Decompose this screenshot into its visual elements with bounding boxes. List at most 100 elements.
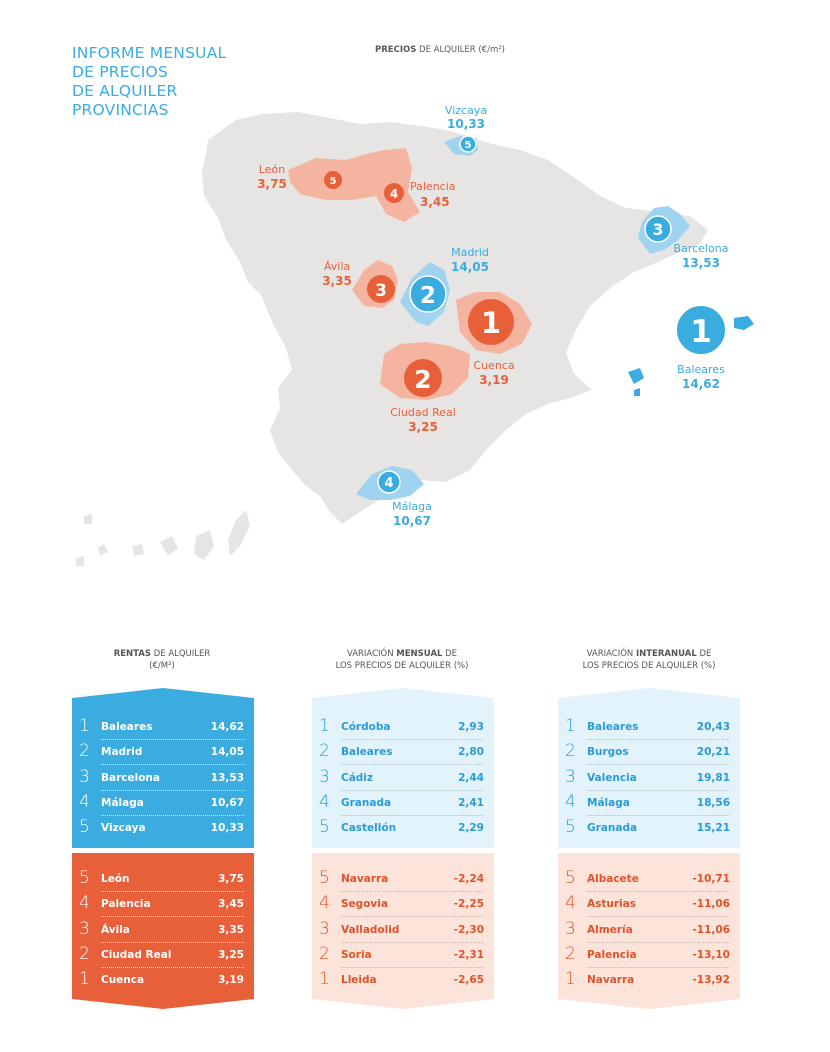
row-value: 3,35 <box>218 923 244 936</box>
ranking-row: 4 Segovia -2,25 <box>312 892 494 918</box>
row-rank: 2 <box>79 943 90 964</box>
report-title-line: DE PRECIOS <box>72 63 168 81</box>
heading-bold: MENSUAL <box>396 649 443 659</box>
row-divider <box>341 891 484 892</box>
row-divider <box>587 966 730 968</box>
map-label-value: 3,25 <box>408 420 438 434</box>
row-rank: 3 <box>565 918 576 939</box>
marker-rank: 2 <box>420 283 436 309</box>
row-province: Baleares <box>341 746 393 759</box>
row-value: 18,56 <box>696 796 730 809</box>
ranking-row: 5 León 3,75 <box>72 867 254 892</box>
mensual-bottom-panel: 5 Navarra -2,24 4 Segovia -2,25 3 Valladolid -2,… <box>312 853 494 1019</box>
map-label-value: 3,45 <box>420 195 450 209</box>
row-divider <box>101 966 244 968</box>
interanual-top-panel: 1 Baleares 20,43 2 Burgos 20,21 3 Valencia 19,81… <box>558 688 740 854</box>
row-value: 3,75 <box>218 873 244 885</box>
rentas-top-panel: 1 Baleares 14,62 2 Madrid 14,05 3 Barcelona 13,5… <box>72 688 254 854</box>
panel-shape <box>312 853 494 1009</box>
row-value: 13,53 <box>210 771 244 784</box>
row-rank: 2 <box>79 741 90 762</box>
mensual-top-panel: 1 Córdoba 2,93 2 Baleares 2,80 3 Cádiz 2,44 4 Gran… <box>312 688 494 854</box>
panel-shape <box>72 853 254 1009</box>
row-value: 14,62 <box>210 721 244 733</box>
row-value: 10,67 <box>210 796 244 809</box>
map-label-value: 14,05 <box>451 260 489 274</box>
marker-barcelona[interactable]: 3 <box>644 215 672 243</box>
row-province: Asturias <box>587 898 636 911</box>
row-province: Palencia <box>101 898 151 911</box>
marker-leon[interactable]: 5 <box>324 171 342 189</box>
spain-map: 5 5 4 3 3 2 1 1 2 4 Vizcaya 10,33 Leó <box>76 104 754 566</box>
map-label-value: 3,19 <box>479 373 509 387</box>
row-province: Almería <box>587 923 633 936</box>
map-label-value: 10,33 <box>447 117 485 131</box>
marker-rank: 4 <box>384 476 393 491</box>
row-rank: 2 <box>319 943 330 964</box>
ranking-row: 2 Soria -2,31 <box>312 943 494 968</box>
heading-text: (€/m²) <box>149 661 175 671</box>
report-title-line: PROVINCIAS <box>72 101 169 119</box>
panel-shape <box>558 688 740 848</box>
report-title-line: INFORME MENSUAL <box>72 44 227 62</box>
row-value: -11,06 <box>692 923 730 936</box>
row-value: 3,45 <box>218 898 244 911</box>
heading-text: VARIACIÓN <box>346 649 397 659</box>
row-rank: 4 <box>565 893 576 914</box>
row-province: León <box>101 873 130 885</box>
marker-vizcaya[interactable]: 5 <box>459 135 477 153</box>
canary-island <box>84 514 92 524</box>
heading-bold: RENTAS <box>113 649 151 659</box>
row-province: Cádiz <box>341 771 374 784</box>
canary-island <box>76 556 84 566</box>
mensual-heading: VARIACIÓN MENSUAL DE LOS PRECIOS DE ALQU… <box>302 648 502 672</box>
row-divider <box>587 941 730 943</box>
row-value: 14,05 <box>210 746 244 759</box>
panel-shape <box>72 688 254 848</box>
ranking-row: 4 Palencia 3,45 <box>72 892 254 918</box>
ranking-row: 1 Córdoba 2,93 <box>312 715 494 740</box>
row-value: -13,92 <box>692 974 730 987</box>
row-rank: 1 <box>565 716 576 736</box>
row-province: Córdoba <box>341 721 391 733</box>
row-province: Soria <box>341 948 372 961</box>
map-heading-bold: PRECIOS <box>375 45 417 55</box>
marker-cuenca[interactable]: 1 <box>468 299 514 345</box>
marker-palencia[interactable]: 4 <box>384 183 404 203</box>
row-divider <box>341 916 484 918</box>
marker-rank: 5 <box>330 176 337 187</box>
row-divider <box>587 916 730 918</box>
ranking-row: 5 Navarra -2,24 <box>312 867 494 892</box>
ranking-row: 1 Baleares 14,62 <box>72 715 254 740</box>
row-rank: 5 <box>79 868 90 888</box>
row-value: -2,30 <box>453 923 484 936</box>
marker-madrid[interactable]: 2 <box>409 275 447 313</box>
ranking-row: 1 Navarra -13,92 <box>558 968 740 993</box>
row-divider <box>341 739 484 740</box>
ranking-row: 3 Cádiz 2,44 <box>312 766 494 791</box>
marker-rank: 1 <box>481 306 501 340</box>
marker-ciudadreal[interactable]: 2 <box>404 359 442 397</box>
row-divider <box>101 789 244 791</box>
row-rank: 3 <box>319 766 330 787</box>
row-province: Vizcaya <box>101 822 146 835</box>
marker-avila[interactable]: 3 <box>367 275 395 303</box>
interanual-heading: VARIACIÓN INTERANUAL DE LOS PRECIOS DE A… <box>549 648 749 672</box>
row-value: -13,10 <box>692 948 730 961</box>
row-divider <box>587 789 730 791</box>
map-label-name: León <box>259 163 285 176</box>
row-divider <box>101 814 244 816</box>
marker-malaga[interactable]: 4 <box>377 470 401 494</box>
ranking-row: 2 Madrid 14,05 <box>72 740 254 766</box>
ranking-row: 1 Baleares 20,43 <box>558 715 740 740</box>
report-title-line: DE ALQUILER <box>72 82 178 100</box>
row-value: 2,44 <box>458 771 484 784</box>
row-province: Navarra <box>341 873 389 885</box>
marker-baleares[interactable]: 1 <box>675 304 727 356</box>
row-rank: 5 <box>565 817 576 838</box>
row-province: Baleares <box>101 721 153 733</box>
ranking-row: 2 Ciudad Real 3,25 <box>72 943 254 968</box>
ranking-row: 5 Castellón 2,29 <box>312 816 494 841</box>
row-province: Granada <box>587 822 638 835</box>
row-divider <box>587 739 730 740</box>
